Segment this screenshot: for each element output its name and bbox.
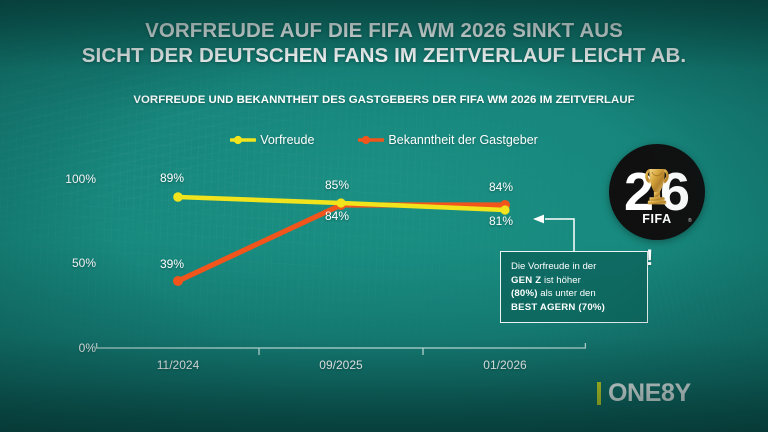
series-line-vorfreude (173, 192, 510, 215)
legend-label-bekanntheit: Bekanntheit der Gastgeber (388, 133, 538, 147)
x-axis-label-2: 09/2025 (319, 358, 363, 372)
brand-accent-bar (597, 382, 601, 405)
fifa-wm-2026-logo: 2 6 FIFA ® (609, 144, 705, 240)
annotation-line-1: Die Vorfreude in der (511, 261, 597, 272)
svg-text:FIFA: FIFA (642, 212, 671, 226)
chart-legend: Vorfreude Bekanntheit der Gastgeber (0, 133, 768, 147)
y-axis-label-0: 0% (78, 341, 96, 355)
annotation-bold-bestager: BEST AGERN (70%) (511, 301, 605, 313)
headline: VORFREUDE AUF DIE FIFA WM 2026 SINKT AUS… (0, 18, 768, 68)
x-axis-label-3: 01/2026 (483, 358, 527, 372)
legend-marker-icon-bekanntheit (358, 135, 385, 145)
data-label-bekanntheit-2: 84% (325, 209, 350, 223)
x-axis (95, 343, 587, 355)
data-label-bekanntheit-3: 84% (489, 180, 514, 194)
brand-name: ONE8Y (608, 379, 691, 407)
legend-label-vorfreude: Vorfreude (260, 133, 315, 147)
fifa-badge-icon: 2 6 FIFA ® (624, 162, 692, 226)
annotation-callout: Die Vorfreude in der GEN Z ist höher (80… (500, 251, 648, 324)
x-axis-label-1: 11/2024 (156, 358, 200, 372)
data-label-bekanntheit-1: 39% (160, 257, 185, 271)
data-label-vorfreude-2: 85% (325, 178, 350, 192)
exclamation-icon: ! (646, 245, 654, 270)
annotation-bold-genz: GEN Z (511, 274, 542, 286)
annotation-mid-2: als unter den (537, 288, 596, 300)
annotation-mid-1: ist höher (541, 274, 581, 286)
headline-line-1: VORFREUDE AUF DIE FIFA WM 2026 SINKT AUS (145, 19, 623, 42)
legend-item-bekanntheit[interactable]: Bekanntheit der Gastgeber (358, 133, 538, 147)
chart-subtitle: VORFREUDE UND BEKANNTHEIT DES GASTGEBERS… (133, 94, 635, 106)
headline-line-2: SICHT DER DEUTSCHEN FANS IM ZEITVERLAUF … (81, 44, 687, 67)
data-label-vorfreude-1: 89% (160, 171, 185, 185)
svg-text:®: ® (688, 217, 692, 224)
annotation-bold-80: (80%) (511, 288, 538, 300)
y-axis-label-50: 50% (71, 256, 96, 270)
annotation-connector (533, 214, 575, 251)
y-axis-label-100: 100% (65, 172, 96, 186)
brand-logo: ONE8Y (597, 381, 691, 406)
data-label-vorfreude-3: 81% (489, 214, 514, 228)
legend-marker-icon-vorfreude (230, 135, 257, 145)
legend-item-vorfreude[interactable]: Vorfreude (230, 133, 314, 147)
